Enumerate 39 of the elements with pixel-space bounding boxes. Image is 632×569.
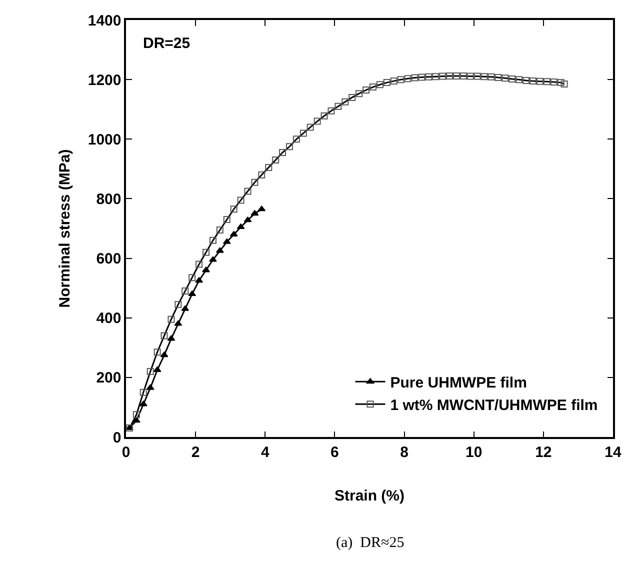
point [146,384,154,390]
point [139,400,148,406]
x-tick-label: 6 [330,444,339,461]
point [195,277,204,283]
legend-label: 1 wt% MWCNT/UHMWPE film [390,396,598,414]
y-tick-label: 1000 [88,131,122,148]
point [216,247,224,253]
y-tick-label: 0 [112,429,122,446]
point [167,335,176,341]
annotation: DR=25 [143,35,190,52]
y-tick-label: 200 [96,370,122,387]
point [258,206,266,212]
x-tick-label: 12 [535,444,552,461]
point [230,230,238,236]
y-tick-label: 400 [96,310,122,328]
point [160,352,168,358]
legend-label: Pure UHMWPE film [390,374,527,392]
x-tick-label: 10 [466,444,482,461]
y-tick-label: 600 [96,250,122,268]
point [236,224,245,230]
point [153,366,162,372]
y-axis-title: Norminal stress (MPa) [56,149,74,308]
point [174,320,182,326]
x-tick-label: 8 [400,444,408,461]
point [188,290,196,296]
point [250,210,259,216]
point [222,238,231,244]
x-tick-label: 2 [191,444,200,461]
text: (a) DR≈25 [336,535,404,551]
point [244,216,252,222]
y-tick-label: 1400 [88,12,122,30]
point [202,266,210,272]
x-tick-label: 4 [260,444,270,461]
point [209,256,217,262]
y-tick-label: 1200 [88,72,122,89]
x-tick-label: 14 [604,444,622,461]
point [181,305,190,311]
x-axis-title: Strain (%) [334,487,405,504]
y-tick-label: 800 [96,190,122,208]
